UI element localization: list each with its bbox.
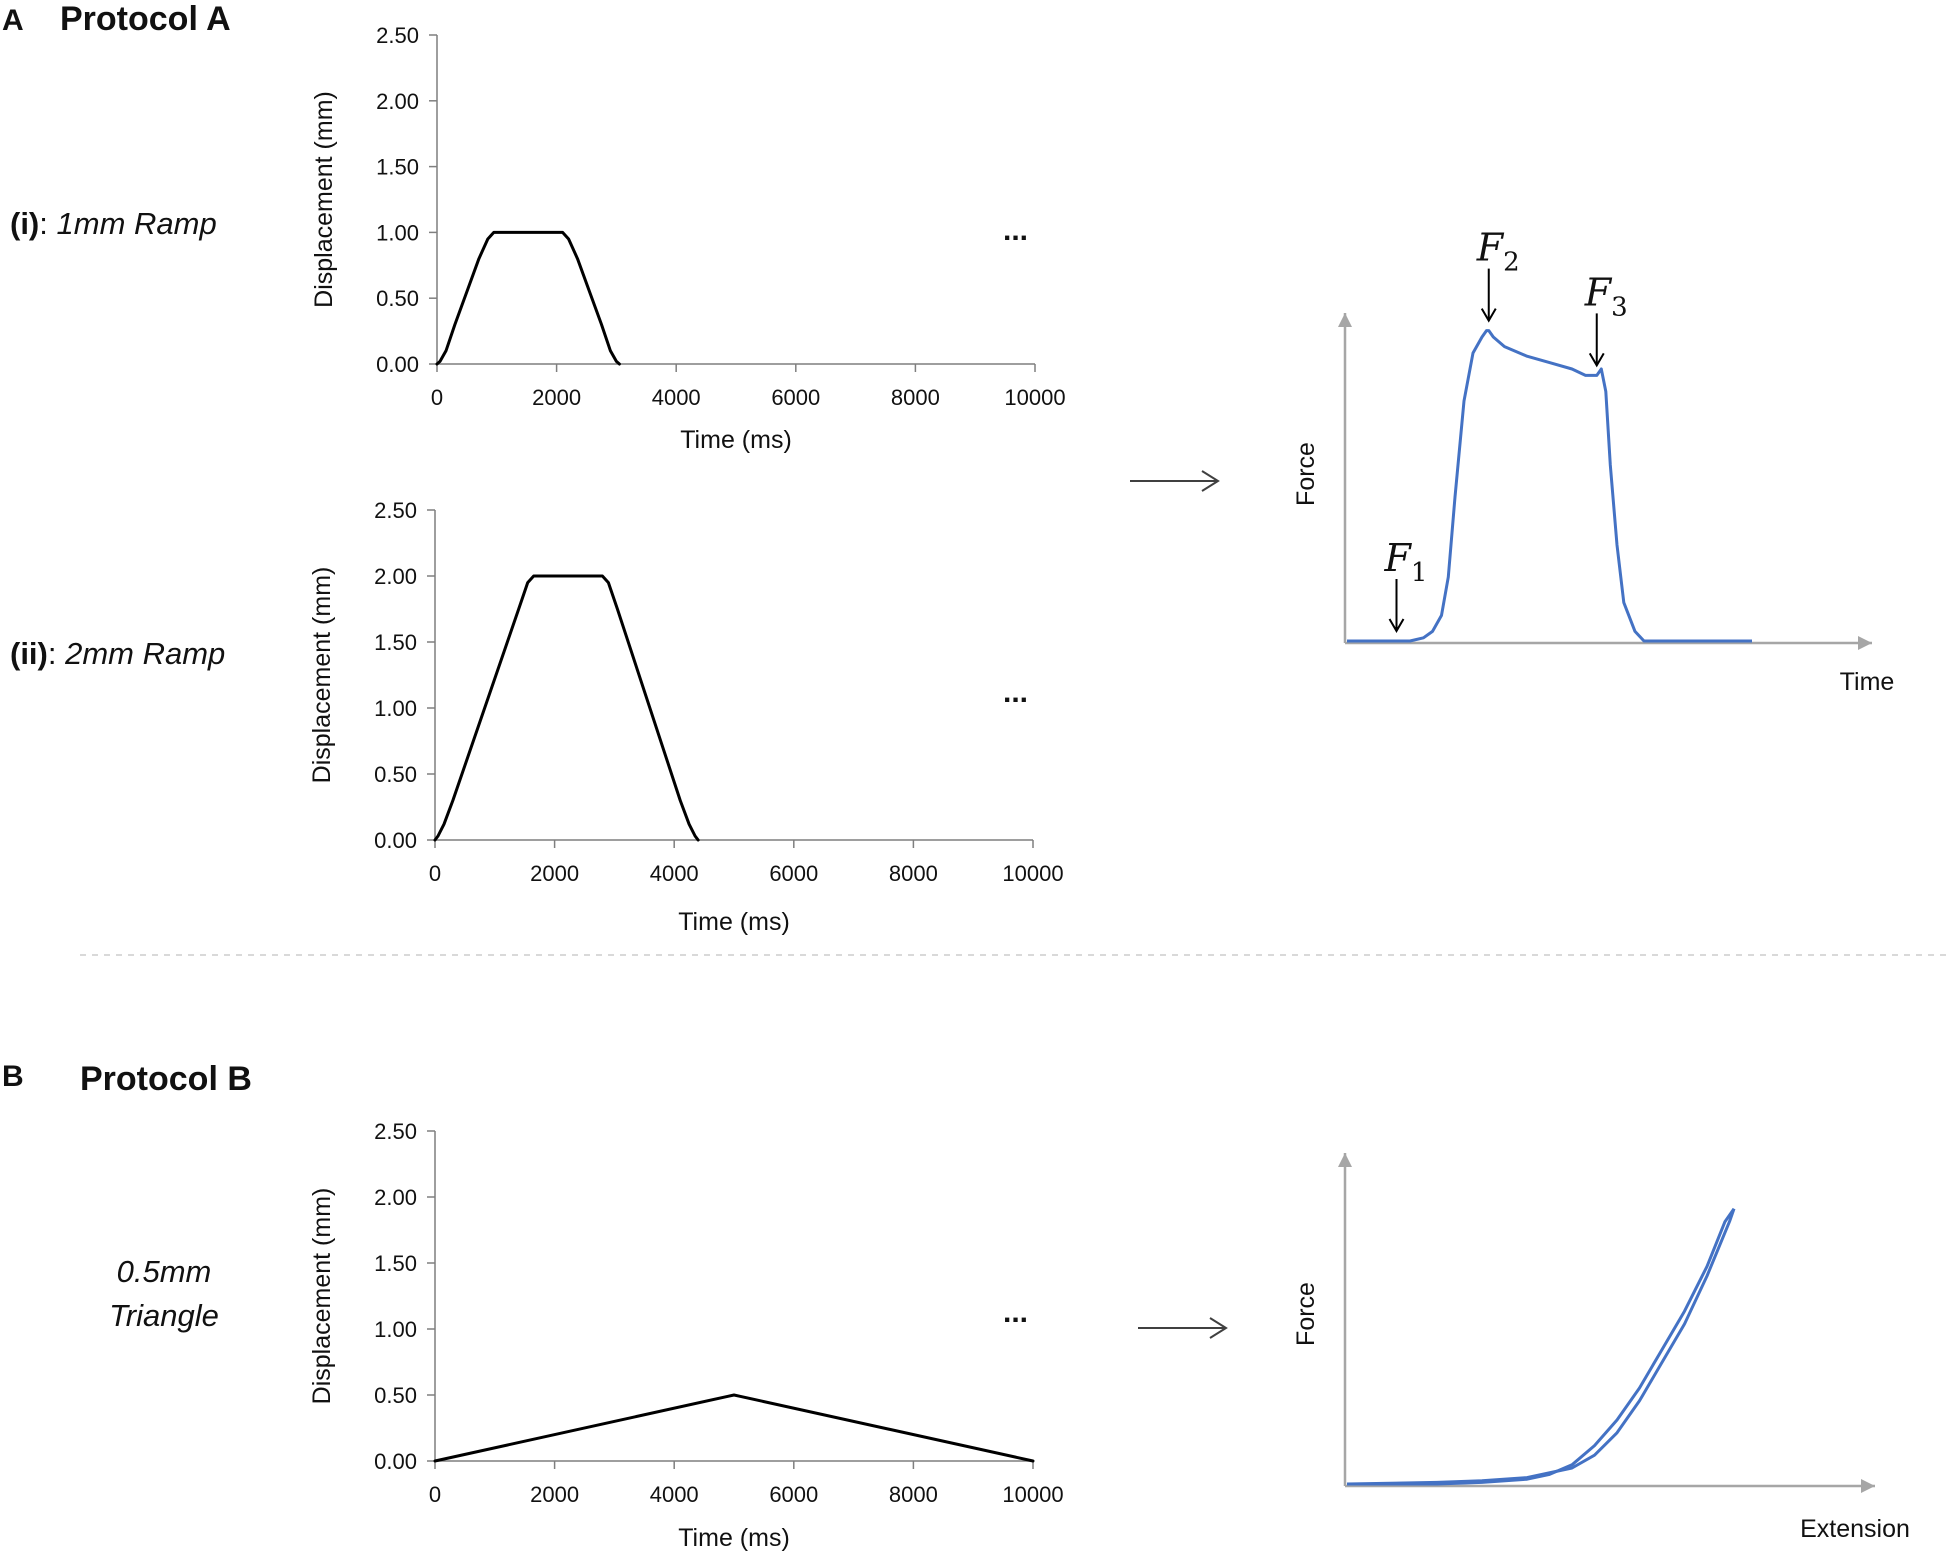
y-tick-label: 2.00: [374, 1185, 417, 1210]
ellipsis-ramp2: ...: [1003, 676, 1028, 709]
series-line: [433, 574, 700, 842]
y-tick-label: 1.00: [374, 696, 417, 721]
arrow-right-icon: [1130, 470, 1220, 492]
y-tick-label: 2.00: [376, 89, 419, 114]
y-tick-label: 1.50: [374, 630, 417, 655]
x-axis-label: Time (ms): [678, 908, 790, 936]
y-tick-label: 1.00: [376, 220, 419, 245]
y-tick-label: 2.50: [376, 23, 419, 48]
ramp2-prefix: (ii): [10, 636, 48, 671]
ramp1-chart: 0.00 0.50 1.00 1.50 2.00 2.50 0 2000 4000 6000 800…: [310, 23, 1066, 454]
annotation-symbol: F: [1476, 226, 1505, 270]
x-tick-label: 10000: [1002, 861, 1063, 886]
x-tick-label: 2000: [530, 861, 579, 886]
y-axis-label: Displacement (mm): [310, 91, 338, 308]
panel-b-letter: B: [2, 1060, 24, 1093]
x-axis-label: Time: [1840, 668, 1895, 696]
y-axis-label: Displacement (mm): [308, 1188, 336, 1405]
x-tick-label: 8000: [891, 385, 940, 410]
ramp2-chart: 0.00 0.50 1.00 1.50 2.00 2.50 0 2000 4000 6000 800…: [308, 498, 1064, 936]
annotation-subscript: 3: [1611, 292, 1628, 322]
y-tick-label: 0.00: [374, 828, 417, 853]
x-axis-label: Time (ms): [678, 1524, 790, 1552]
ramp1-prefix: (i): [10, 206, 39, 241]
x-tick-label: 4000: [652, 385, 701, 410]
x-tick-label: 10000: [1004, 385, 1065, 410]
y-tick-label: 1.50: [376, 155, 419, 180]
x-tick-label: 4000: [650, 1482, 699, 1507]
panel-a-letter: A: [2, 4, 24, 37]
x-tick-label: 0: [431, 385, 443, 410]
charts-layer: 0.00 0.50 1.00 1.50 2.00 2.50 0 2000 4000 6000 800…: [308, 23, 1910, 1552]
series-line: [1347, 329, 1752, 643]
series-line: [1347, 1207, 1736, 1486]
ramp2-name: 2mm Ramp: [64, 636, 225, 671]
y-tick-label: 0.50: [374, 762, 417, 787]
force_extension-chart: Extension Force: [1292, 1153, 1910, 1543]
y-axis-label: Force: [1292, 442, 1320, 506]
x-tick-label: 8000: [889, 861, 938, 886]
annotation-subscript: 1: [1411, 558, 1428, 588]
annotation-label: F1: [1384, 536, 1428, 588]
series-line: [1346, 1208, 1736, 1486]
y-tick-label: 0.50: [374, 1383, 417, 1408]
ellipsis-ramp1: ...: [1003, 214, 1028, 247]
y-tick-label: 0.00: [374, 1449, 417, 1474]
triangle-chart: 0.00 0.50 1.00 1.50 2.00 2.50 0 2000 4000 6000 800…: [308, 1119, 1064, 1552]
y-tick-label: 1.50: [374, 1251, 417, 1276]
y-tick-label: 0.50: [376, 286, 419, 311]
annotation-label: F3: [1584, 270, 1628, 322]
panel-b-title: Protocol B: [80, 1060, 252, 1098]
x-tick-label: 6000: [769, 1482, 818, 1507]
y-axis-label: Displacement (mm): [308, 567, 336, 784]
annotation-arrowhead-icon: [1480, 308, 1497, 323]
y-axis-arrow-icon: [1338, 313, 1352, 327]
ramp1-sep: :: [39, 206, 56, 241]
x-tick-label: 8000: [889, 1482, 938, 1507]
ramp1-name: 1mm Ramp: [57, 206, 217, 241]
x-axis-label: Time (ms): [680, 426, 792, 454]
x-tick-label: 0: [429, 861, 441, 886]
x-tick-label: 6000: [769, 861, 818, 886]
x-tick-label: 6000: [771, 385, 820, 410]
ramp1-label: (i): 1mm Ramp: [10, 206, 217, 241]
y-axis-label: Force: [1292, 1282, 1320, 1346]
x-tick-label: 2000: [532, 385, 581, 410]
y-tick-label: 2.00: [374, 564, 417, 589]
triangle-label-line1: 0.5mm: [117, 1254, 212, 1289]
series-line: [435, 230, 621, 366]
x-axis-label: Extension: [1800, 1515, 1910, 1543]
x-axis-arrow-icon: [1858, 636, 1872, 650]
x-tick-label: 2000: [530, 1482, 579, 1507]
arrow-right-icon: [1138, 1317, 1228, 1339]
x-tick-label: 0: [429, 1482, 441, 1507]
x-tick-label: 10000: [1002, 1482, 1063, 1507]
y-tick-label: 2.50: [374, 1119, 417, 1144]
annotation-subscript: 2: [1503, 248, 1520, 278]
series-line: [433, 1393, 1035, 1463]
x-tick-label: 4000: [650, 861, 699, 886]
annotation-symbol: F: [1584, 270, 1613, 314]
y-tick-label: 0.00: [376, 352, 419, 377]
annotation-arrowhead-icon: [1388, 618, 1405, 633]
ramp2-label: (ii): 2mm Ramp: [10, 636, 225, 671]
annotation-arrowhead-icon: [1588, 352, 1605, 368]
ellipsis-triangle: ...: [1003, 1296, 1028, 1329]
annotation-label: F2: [1476, 226, 1520, 278]
ramp2-sep: :: [48, 636, 65, 671]
y-tick-label: 2.50: [374, 498, 417, 523]
y-tick-label: 1.00: [374, 1317, 417, 1342]
triangle-label-line2: Triangle: [109, 1298, 219, 1333]
y-axis-arrow-icon: [1338, 1153, 1352, 1167]
x-axis-arrow-icon: [1861, 1479, 1875, 1493]
annotation-symbol: F: [1384, 536, 1413, 580]
panel-a-title: Protocol A: [60, 0, 231, 38]
